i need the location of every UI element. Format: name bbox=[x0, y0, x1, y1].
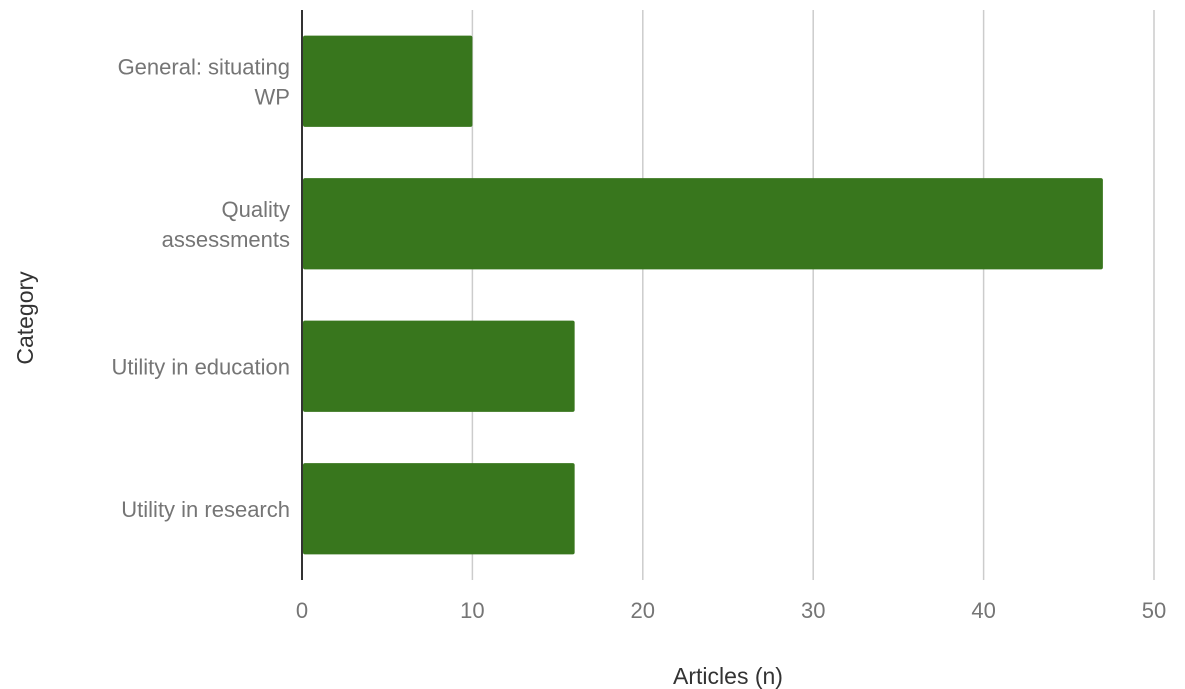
x-tick-label: 30 bbox=[801, 598, 825, 623]
category-label: Quality assessments bbox=[162, 197, 290, 252]
category-label-line: General: situating bbox=[118, 54, 290, 79]
category-label-line: assessments bbox=[162, 227, 290, 252]
x-tick-label: 50 bbox=[1142, 598, 1166, 623]
y-axis-title: Category bbox=[12, 271, 38, 365]
x-tick-label: 0 bbox=[296, 598, 308, 623]
category-label-line: Quality bbox=[222, 197, 290, 222]
category-label: Utility in education bbox=[111, 354, 290, 379]
bar bbox=[303, 178, 1103, 270]
category-labels: General: situating WP Quality assessments Ut… bbox=[111, 54, 290, 522]
x-axis-title: Articles (n) bbox=[673, 663, 783, 689]
category-label-line: Utility in research bbox=[121, 497, 290, 522]
category-label: General: situating WP bbox=[118, 54, 290, 109]
bars bbox=[303, 35, 1103, 555]
bar bbox=[303, 35, 473, 127]
category-label: Utility in research bbox=[121, 497, 290, 522]
category-label-line: Utility in education bbox=[111, 354, 290, 379]
category-label-line: WP bbox=[255, 84, 290, 109]
x-tick-label: 20 bbox=[631, 598, 655, 623]
bar bbox=[303, 463, 575, 555]
x-tick-labels: 0 10 20 30 40 50 bbox=[296, 598, 1166, 623]
x-tick-label: 40 bbox=[971, 598, 995, 623]
x-tick-label: 10 bbox=[460, 598, 484, 623]
bar bbox=[303, 320, 575, 412]
